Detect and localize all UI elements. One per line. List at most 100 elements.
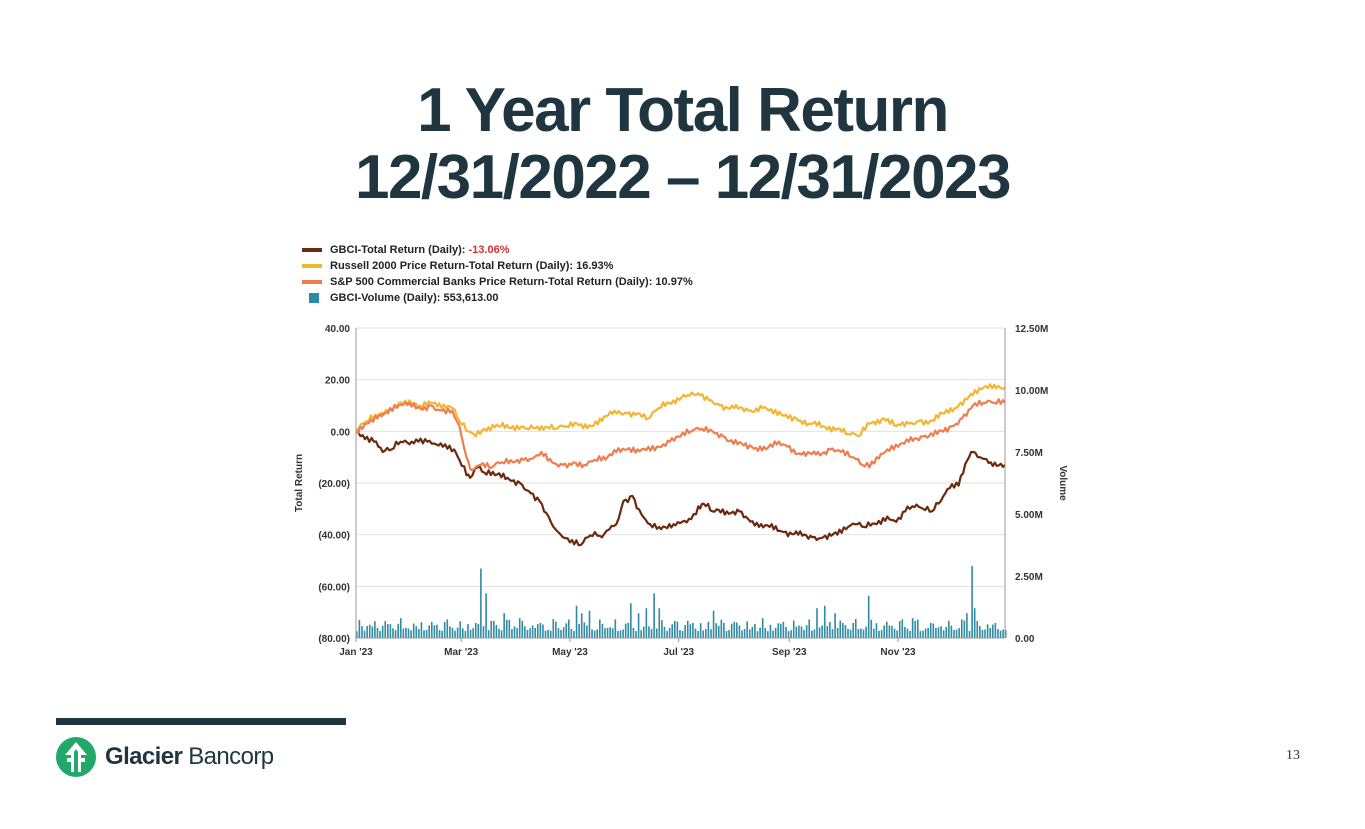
volume-bar xyxy=(601,623,604,638)
volume-bar xyxy=(991,624,994,638)
volume-bar xyxy=(472,628,474,638)
volume-bar xyxy=(642,626,645,638)
volume-bar xyxy=(645,608,648,638)
y-right-tick-label: 7.50M xyxy=(1015,448,1043,459)
y-right-tick-label: 5.00M xyxy=(1015,510,1043,521)
volume-bar xyxy=(653,593,655,638)
volume-bar xyxy=(694,628,697,638)
volume-bar xyxy=(919,631,922,638)
volume-bar xyxy=(818,627,821,638)
logo-word-bancorp: Bancorp xyxy=(188,743,274,770)
volume-bar xyxy=(394,630,397,638)
volume-bar xyxy=(725,630,728,638)
volume-bar xyxy=(759,627,761,638)
volume-bar xyxy=(392,628,394,638)
volume-bar xyxy=(748,629,751,638)
volume-bar xyxy=(562,627,565,638)
volume-bar xyxy=(764,628,767,638)
volume-bar xyxy=(898,621,901,638)
volume-bar xyxy=(415,626,418,638)
volume-bar xyxy=(368,624,371,638)
x-tick-label: Sep '23 xyxy=(772,647,807,658)
legend-value: 16.93% xyxy=(576,260,614,272)
legend-label: GBCI-Total Return (Daily): xyxy=(330,244,469,256)
volume-bar xyxy=(655,628,658,638)
volume-bar xyxy=(730,623,733,638)
volume-bar xyxy=(940,626,942,638)
volume-bar xyxy=(829,621,831,638)
volume-bar xyxy=(720,619,723,638)
volume-bar xyxy=(650,629,653,638)
y-left-tick-label: (40.00) xyxy=(318,531,350,542)
volume-bar xyxy=(376,627,379,638)
volume-bar xyxy=(888,625,891,638)
series-line xyxy=(355,430,1006,547)
volume-bar xyxy=(798,625,800,638)
volume-bar xyxy=(560,630,562,638)
chart-axes: 40.00 20.00 0.00 (20.00) (40.00) (60.00) (80.0… xyxy=(294,324,1068,658)
return-lines xyxy=(355,383,1006,547)
volume-bar xyxy=(994,623,997,638)
volume-bar xyxy=(622,629,624,638)
volume-bar xyxy=(728,629,730,638)
volume-bar xyxy=(823,605,826,638)
volume-bar xyxy=(782,621,785,638)
volume-bar xyxy=(1002,629,1004,638)
volume-bar xyxy=(661,620,663,638)
volume-bar xyxy=(862,629,865,638)
volume-bar xyxy=(436,624,438,638)
y-right-tick-label: 0.00 xyxy=(1015,634,1035,645)
volume-bar xyxy=(787,631,790,638)
volume-bar xyxy=(955,629,958,638)
volume-bar xyxy=(387,623,389,638)
volume-bar xyxy=(480,568,482,638)
volume-bar xyxy=(586,625,588,638)
volume-bar xyxy=(438,630,441,638)
series-line xyxy=(355,383,1006,438)
volume-bar xyxy=(769,624,772,638)
volume-bar xyxy=(811,630,813,638)
y-right-tick-label: 2.50M xyxy=(1015,572,1043,583)
volume-bar xyxy=(906,628,909,638)
volume-bar xyxy=(477,623,480,638)
volume-bar xyxy=(999,630,1002,638)
volume-bar xyxy=(860,628,862,638)
volume-bar xyxy=(637,613,640,638)
volume-bar xyxy=(948,620,950,638)
volume-bar xyxy=(433,625,436,638)
volume-bar xyxy=(867,595,870,638)
volume-bar xyxy=(870,619,873,638)
volume-bar xyxy=(663,626,666,638)
volume-bar xyxy=(536,624,539,638)
volume-bar xyxy=(736,622,738,638)
total-return-chart: GBCI-Total Return (Daily): -13.06% Russel… xyxy=(294,244,1068,658)
slide-subtitle-date-range: 12/31/2022 – 12/31/2023 xyxy=(354,143,1012,212)
volume-bar xyxy=(547,629,549,638)
volume-bar xyxy=(911,618,914,638)
volume-bar xyxy=(800,626,803,638)
volume-bar xyxy=(836,627,839,638)
volume-bar xyxy=(524,626,526,638)
volume-bar xyxy=(529,628,531,638)
volume-bar xyxy=(379,631,381,638)
legend-swatch-line xyxy=(302,264,322,268)
volume-bar xyxy=(847,628,849,638)
volume-bar xyxy=(588,610,591,638)
volume-bar xyxy=(929,622,932,638)
volume-bar xyxy=(805,625,808,638)
volume-bar xyxy=(381,625,384,638)
volume-bar xyxy=(803,629,805,638)
volume-bar xyxy=(741,630,743,638)
volume-bar xyxy=(686,620,689,638)
volume-bar xyxy=(407,628,410,638)
volume-bar xyxy=(671,624,674,638)
volume-bar xyxy=(513,626,516,638)
volume-bar xyxy=(932,623,935,638)
volume-bar xyxy=(412,623,415,638)
volume-bar xyxy=(583,622,586,638)
legend-swatch-line xyxy=(302,248,322,252)
volume-bar xyxy=(891,625,893,638)
volume-bar xyxy=(958,628,960,638)
volume-bar xyxy=(873,628,875,638)
volume-bar xyxy=(953,629,955,638)
